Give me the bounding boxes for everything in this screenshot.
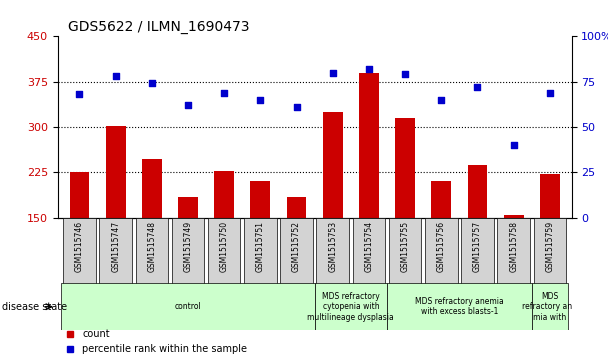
- FancyBboxPatch shape: [171, 218, 204, 285]
- Text: MDS refractory anemia
with excess blasts-1: MDS refractory anemia with excess blasts…: [415, 297, 504, 317]
- Bar: [431, 182, 451, 218]
- FancyBboxPatch shape: [61, 283, 315, 330]
- Point: [509, 142, 519, 148]
- Point: [437, 97, 446, 103]
- Bar: [323, 112, 343, 218]
- Text: MDS
refractory ane
mia with: MDS refractory ane mia with: [522, 292, 577, 322]
- Text: GSM1515746: GSM1515746: [75, 221, 84, 272]
- Point: [328, 70, 337, 76]
- Legend: count, percentile rank within the sample: count, percentile rank within the sample: [63, 326, 251, 358]
- Bar: [540, 174, 560, 218]
- Text: GSM1515748: GSM1515748: [147, 221, 156, 272]
- Point: [545, 90, 554, 95]
- Text: GSM1515754: GSM1515754: [364, 221, 373, 272]
- Bar: [142, 159, 162, 218]
- FancyBboxPatch shape: [208, 218, 241, 285]
- Bar: [468, 164, 488, 218]
- FancyBboxPatch shape: [425, 218, 458, 285]
- Point: [472, 84, 482, 90]
- FancyBboxPatch shape: [497, 218, 530, 285]
- Bar: [69, 172, 89, 218]
- Point: [111, 73, 120, 79]
- FancyBboxPatch shape: [244, 218, 277, 285]
- FancyBboxPatch shape: [387, 283, 532, 330]
- Bar: [178, 197, 198, 218]
- Point: [75, 91, 85, 97]
- Bar: [359, 73, 379, 218]
- Text: GDS5622 / ILMN_1690473: GDS5622 / ILMN_1690473: [68, 20, 249, 34]
- Text: GSM1515758: GSM1515758: [509, 221, 518, 272]
- Point: [292, 104, 302, 110]
- Text: GSM1515749: GSM1515749: [184, 221, 193, 272]
- Bar: [214, 171, 234, 218]
- Text: disease state: disease state: [2, 302, 67, 312]
- Point: [219, 90, 229, 95]
- Point: [400, 72, 410, 77]
- Point: [183, 102, 193, 108]
- Text: GSM1515757: GSM1515757: [473, 221, 482, 272]
- Text: GSM1515755: GSM1515755: [401, 221, 410, 272]
- Text: control: control: [174, 302, 201, 311]
- Bar: [106, 126, 126, 218]
- FancyBboxPatch shape: [532, 283, 568, 330]
- FancyBboxPatch shape: [315, 283, 387, 330]
- Text: GSM1515759: GSM1515759: [545, 221, 554, 272]
- Point: [364, 66, 374, 72]
- Text: GSM1515750: GSM1515750: [219, 221, 229, 272]
- FancyBboxPatch shape: [99, 218, 132, 285]
- Text: GSM1515756: GSM1515756: [437, 221, 446, 272]
- FancyBboxPatch shape: [389, 218, 421, 285]
- Bar: [286, 197, 306, 218]
- FancyBboxPatch shape: [280, 218, 313, 285]
- FancyBboxPatch shape: [63, 218, 95, 285]
- Text: GSM1515752: GSM1515752: [292, 221, 301, 272]
- Bar: [503, 215, 523, 218]
- FancyBboxPatch shape: [534, 218, 566, 285]
- FancyBboxPatch shape: [461, 218, 494, 285]
- Text: GSM1515747: GSM1515747: [111, 221, 120, 272]
- Bar: [250, 182, 271, 218]
- Text: GSM1515753: GSM1515753: [328, 221, 337, 272]
- FancyBboxPatch shape: [316, 218, 349, 285]
- Point: [255, 97, 265, 103]
- FancyBboxPatch shape: [136, 218, 168, 285]
- Text: MDS refractory
cytopenia with
multilineage dysplasia: MDS refractory cytopenia with multilinea…: [308, 292, 394, 322]
- FancyBboxPatch shape: [353, 218, 385, 285]
- Point: [147, 81, 157, 86]
- Text: GSM1515751: GSM1515751: [256, 221, 265, 272]
- Bar: [395, 118, 415, 218]
